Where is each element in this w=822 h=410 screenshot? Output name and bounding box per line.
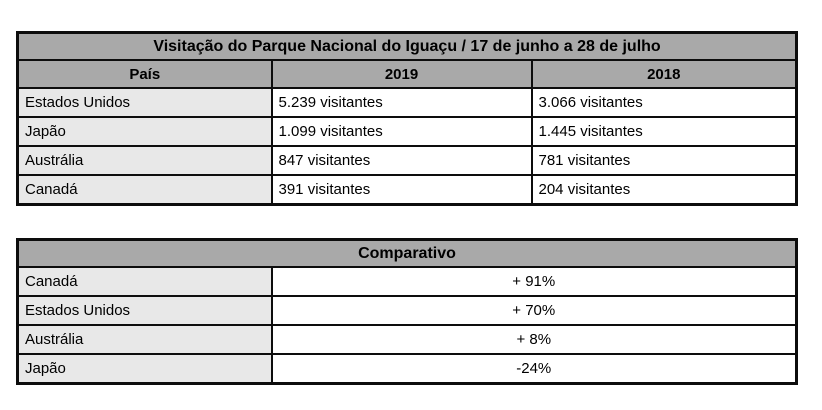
visitation-title-row: Visitação do Parque Nacional do Iguaçu /… <box>16 31 798 61</box>
table-row: Japão 1.099 visitantes 1.445 visitantes <box>16 116 798 147</box>
visitors-2018-cell: 3.066 visitantes <box>530 87 798 118</box>
visitors-2018-cell: 1.445 visitantes <box>530 116 798 147</box>
table-row: Austrália + 8% <box>16 324 798 355</box>
comparative-table-title: Comparativo <box>16 238 798 268</box>
table-row: Canadá 391 visitantes 204 visitantes <box>16 174 798 206</box>
column-header-pais: País <box>16 59 273 89</box>
percent-change-cell: + 8% <box>270 324 798 355</box>
visitation-table: Visitação do Parque Nacional do Iguaçu /… <box>16 31 798 206</box>
percent-change-cell: -24% <box>270 353 798 385</box>
column-header-2019: 2019 <box>270 59 533 89</box>
comparative-table: Comparativo Canadá + 91% Estados Unidos … <box>16 238 798 385</box>
country-cell: Canadá <box>16 266 273 297</box>
table-row: Canadá + 91% <box>16 266 798 297</box>
country-cell: Estados Unidos <box>16 87 273 118</box>
country-cell: Austrália <box>16 324 273 355</box>
table-row: Austrália 847 visitantes 781 visitantes <box>16 145 798 176</box>
visitation-table-title: Visitação do Parque Nacional do Iguaçu /… <box>16 31 798 61</box>
table-row: Japão -24% <box>16 353 798 385</box>
country-cell: Japão <box>16 353 273 385</box>
visitors-2018-cell: 204 visitantes <box>530 174 798 206</box>
visitors-2019-cell: 1.099 visitantes <box>270 116 533 147</box>
country-cell: Austrália <box>16 145 273 176</box>
table-row: Estados Unidos + 70% <box>16 295 798 326</box>
visitors-2019-cell: 847 visitantes <box>270 145 533 176</box>
comparative-title-row: Comparativo <box>16 238 798 268</box>
visitors-2019-cell: 391 visitantes <box>270 174 533 206</box>
percent-change-cell: + 91% <box>270 266 798 297</box>
country-cell: Canadá <box>16 174 273 206</box>
visitors-2018-cell: 781 visitantes <box>530 145 798 176</box>
country-cell: Estados Unidos <box>16 295 273 326</box>
table-row: Estados Unidos 5.239 visitantes 3.066 vi… <box>16 87 798 118</box>
visitors-2019-cell: 5.239 visitantes <box>270 87 533 118</box>
percent-change-cell: + 70% <box>270 295 798 326</box>
visitation-header-row: País 2019 2018 <box>16 59 798 89</box>
column-header-2018: 2018 <box>530 59 798 89</box>
country-cell: Japão <box>16 116 273 147</box>
